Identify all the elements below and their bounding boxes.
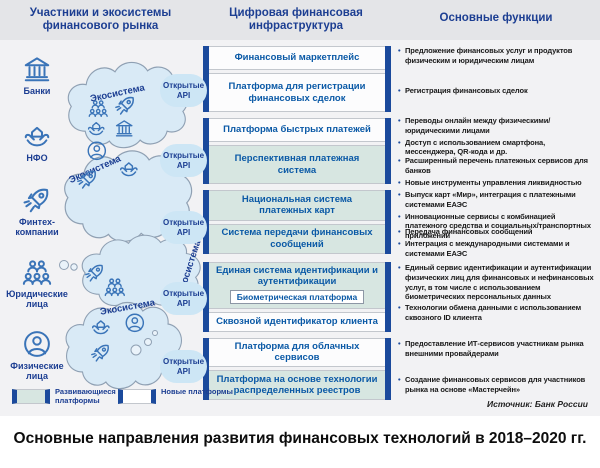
bottom-band xyxy=(0,416,600,468)
function-item: Технологии обмена данными с использовани… xyxy=(398,303,596,323)
platform-box: Единая система идентификации и аутентифи… xyxy=(209,262,385,309)
platform-box: Платформа быстрых платежей xyxy=(209,118,385,142)
platform-group-marketplace: Финансовый маркетплейс Платформа для рег… xyxy=(203,46,391,112)
page-title: Основные направления развития финансовых… xyxy=(13,430,587,447)
function-item: Предоставление ИТ-сервисов участникам ры… xyxy=(398,339,596,359)
participant-label: Финтех-компании xyxy=(15,217,59,238)
function-item: Доступ с использованием смартфона, мессе… xyxy=(398,138,596,158)
legend-label: Развивающиеся платформы xyxy=(55,387,116,405)
rocket-icon xyxy=(85,264,103,282)
function-block: Создание финансовых сервисов для участни… xyxy=(398,375,596,397)
participant-label: Юридические лица xyxy=(6,289,68,310)
open-api-badge: Открытые API xyxy=(160,282,207,315)
function-item: Единый сервис идентификации и аутентифик… xyxy=(398,263,596,302)
rocket-icon xyxy=(91,344,109,362)
participant-legal-entities: Юридические лица xyxy=(5,257,69,310)
participant-individuals: Физические лица xyxy=(5,329,69,382)
open-api-badge: Открытые API xyxy=(160,350,207,383)
participant-label: Банки xyxy=(23,86,51,96)
infrastructure-column-header: Цифровая финансовая инфраструктура xyxy=(229,7,363,33)
person-circle-icon xyxy=(87,141,107,161)
platform-box: Система передачи финансовых сообщений xyxy=(209,223,385,254)
people-icon xyxy=(88,100,108,117)
participant-label: Физические лица xyxy=(10,361,64,382)
people-icon xyxy=(104,278,125,297)
platform-box: Финансовый маркетплейс xyxy=(209,46,385,70)
bank-icon xyxy=(115,120,133,137)
platform-box: Платформа для облачных сервисов xyxy=(209,338,385,367)
participants-column-header: Участники и экосистемы финансового рынка xyxy=(29,7,172,33)
column-header-band xyxy=(0,0,600,40)
source-note: Источник: Банк России xyxy=(487,399,588,409)
function-block: Предоставление ИТ-сервисов участникам ры… xyxy=(398,339,596,361)
participant-nfo: НФО xyxy=(5,121,69,163)
function-block: Единый сервис идентификации и аутентифик… xyxy=(398,263,596,304)
hands-house-icon xyxy=(87,121,105,136)
hands-house-icon xyxy=(91,320,110,335)
bank-icon xyxy=(24,57,50,82)
platform-group-cards-messaging: Национальная система платежных карт Сист… xyxy=(203,190,391,254)
platform-group-cloud-dlt: Платформа для облачных сервисов Платформ… xyxy=(203,338,391,400)
rocket-icon xyxy=(23,188,49,213)
function-item: Передача финансовых сообщений xyxy=(398,227,596,237)
function-item: Переводы онлайн между физическими/юридич… xyxy=(398,116,596,136)
open-api-badge: Открытые API xyxy=(160,211,207,244)
platform-group-identification: Единая система идентификации и аутентифи… xyxy=(203,262,391,332)
legend-item-new: Новые платформы xyxy=(118,387,245,404)
rocket-icon xyxy=(115,96,134,115)
person-circle-icon xyxy=(125,313,145,333)
biometric-platform-box: Биометрическая платформа xyxy=(229,289,365,304)
ecosystem-cloud-label: Экосистема xyxy=(89,82,146,104)
open-api-badge: Открытые API xyxy=(160,144,207,177)
platform-box: Платформа на основе технологии распредел… xyxy=(209,369,385,400)
participant-label: НФО xyxy=(26,153,48,163)
function-item: Выпуск карт «Мир», интеграция с платежны… xyxy=(398,190,596,210)
hands-house-icon xyxy=(24,126,50,147)
legend-swatch-developing xyxy=(12,389,50,404)
function-block: Передача финансовых сообщений Интеграция… xyxy=(398,227,596,260)
platform-box-label: Единая система идентификации и аутентифи… xyxy=(215,265,379,288)
function-block: Предложение финансовых услуг и продуктов… xyxy=(398,46,596,68)
ecosystem-cloud-label: Экосистема xyxy=(67,153,123,186)
legend-label: Новые платформы xyxy=(161,387,233,396)
ecosystem-cloud-label: Экосистема xyxy=(99,297,156,318)
participant-banks: Банки xyxy=(5,54,69,96)
rocket-icon xyxy=(77,170,96,189)
open-api-badge: Открытые API xyxy=(160,74,207,107)
platform-box: Платформа для регистрации финансовых сде… xyxy=(209,73,385,112)
legend-item-developing: Развивающиеся платформы xyxy=(12,387,139,405)
platform-box: Сквозной идентификатор клиента xyxy=(209,312,385,332)
platform-box: Национальная система платежных карт xyxy=(209,190,385,221)
function-block: Регистрация финансовых сделок xyxy=(398,86,596,98)
function-item: Регистрация финансовых сделок xyxy=(398,86,596,96)
person-circle-icon xyxy=(24,331,50,357)
function-block: Расширенный перечень платежных сервисов … xyxy=(398,156,596,189)
function-block: Переводы онлайн между физическими/юридич… xyxy=(398,116,596,159)
functions-column-header: Основные функции xyxy=(439,12,553,24)
platform-box: Перспективная платежная система xyxy=(209,145,385,184)
hands-house-icon xyxy=(119,162,138,177)
function-item: Предложение финансовых услуг и продуктов… xyxy=(398,46,596,66)
platform-group-payments: Платформа быстрых платежей Перспективная… xyxy=(203,118,391,184)
function-item: Новые инструменты управления ликвидность… xyxy=(398,178,596,188)
function-item: Создание финансовых сервисов для участни… xyxy=(398,375,596,395)
legend-swatch-new xyxy=(118,389,156,404)
participant-fintech: Финтех-компании xyxy=(5,185,69,238)
people-icon xyxy=(22,260,52,285)
function-item: Расширенный перечень платежных сервисов … xyxy=(398,156,596,176)
function-block: Технологии обмена данными с использовани… xyxy=(398,303,596,325)
function-item: Интеграция с международными системами и … xyxy=(398,239,596,259)
